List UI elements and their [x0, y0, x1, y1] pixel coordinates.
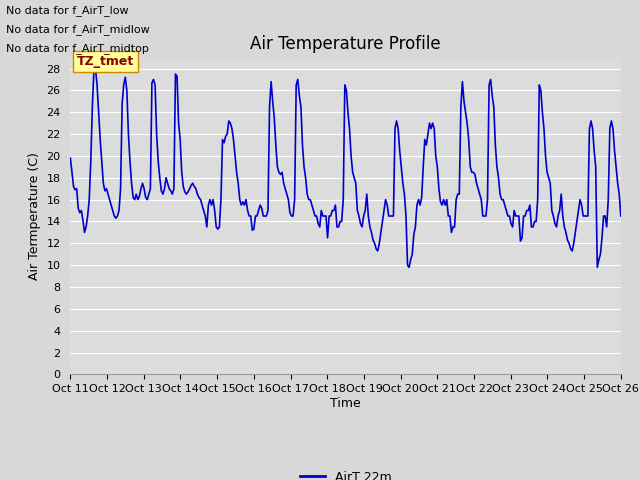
Text: No data for f_AirT_midtop: No data for f_AirT_midtop — [6, 43, 149, 54]
Legend: AirT 22m: AirT 22m — [295, 466, 396, 480]
Text: No data for f_AirT_midlow: No data for f_AirT_midlow — [6, 24, 150, 35]
Text: TZ_tmet: TZ_tmet — [77, 55, 134, 68]
X-axis label: Time: Time — [330, 397, 361, 410]
Y-axis label: Air Termperature (C): Air Termperature (C) — [28, 152, 41, 280]
Text: No data for f_AirT_low: No data for f_AirT_low — [6, 5, 129, 16]
Title: Air Temperature Profile: Air Temperature Profile — [250, 35, 441, 53]
